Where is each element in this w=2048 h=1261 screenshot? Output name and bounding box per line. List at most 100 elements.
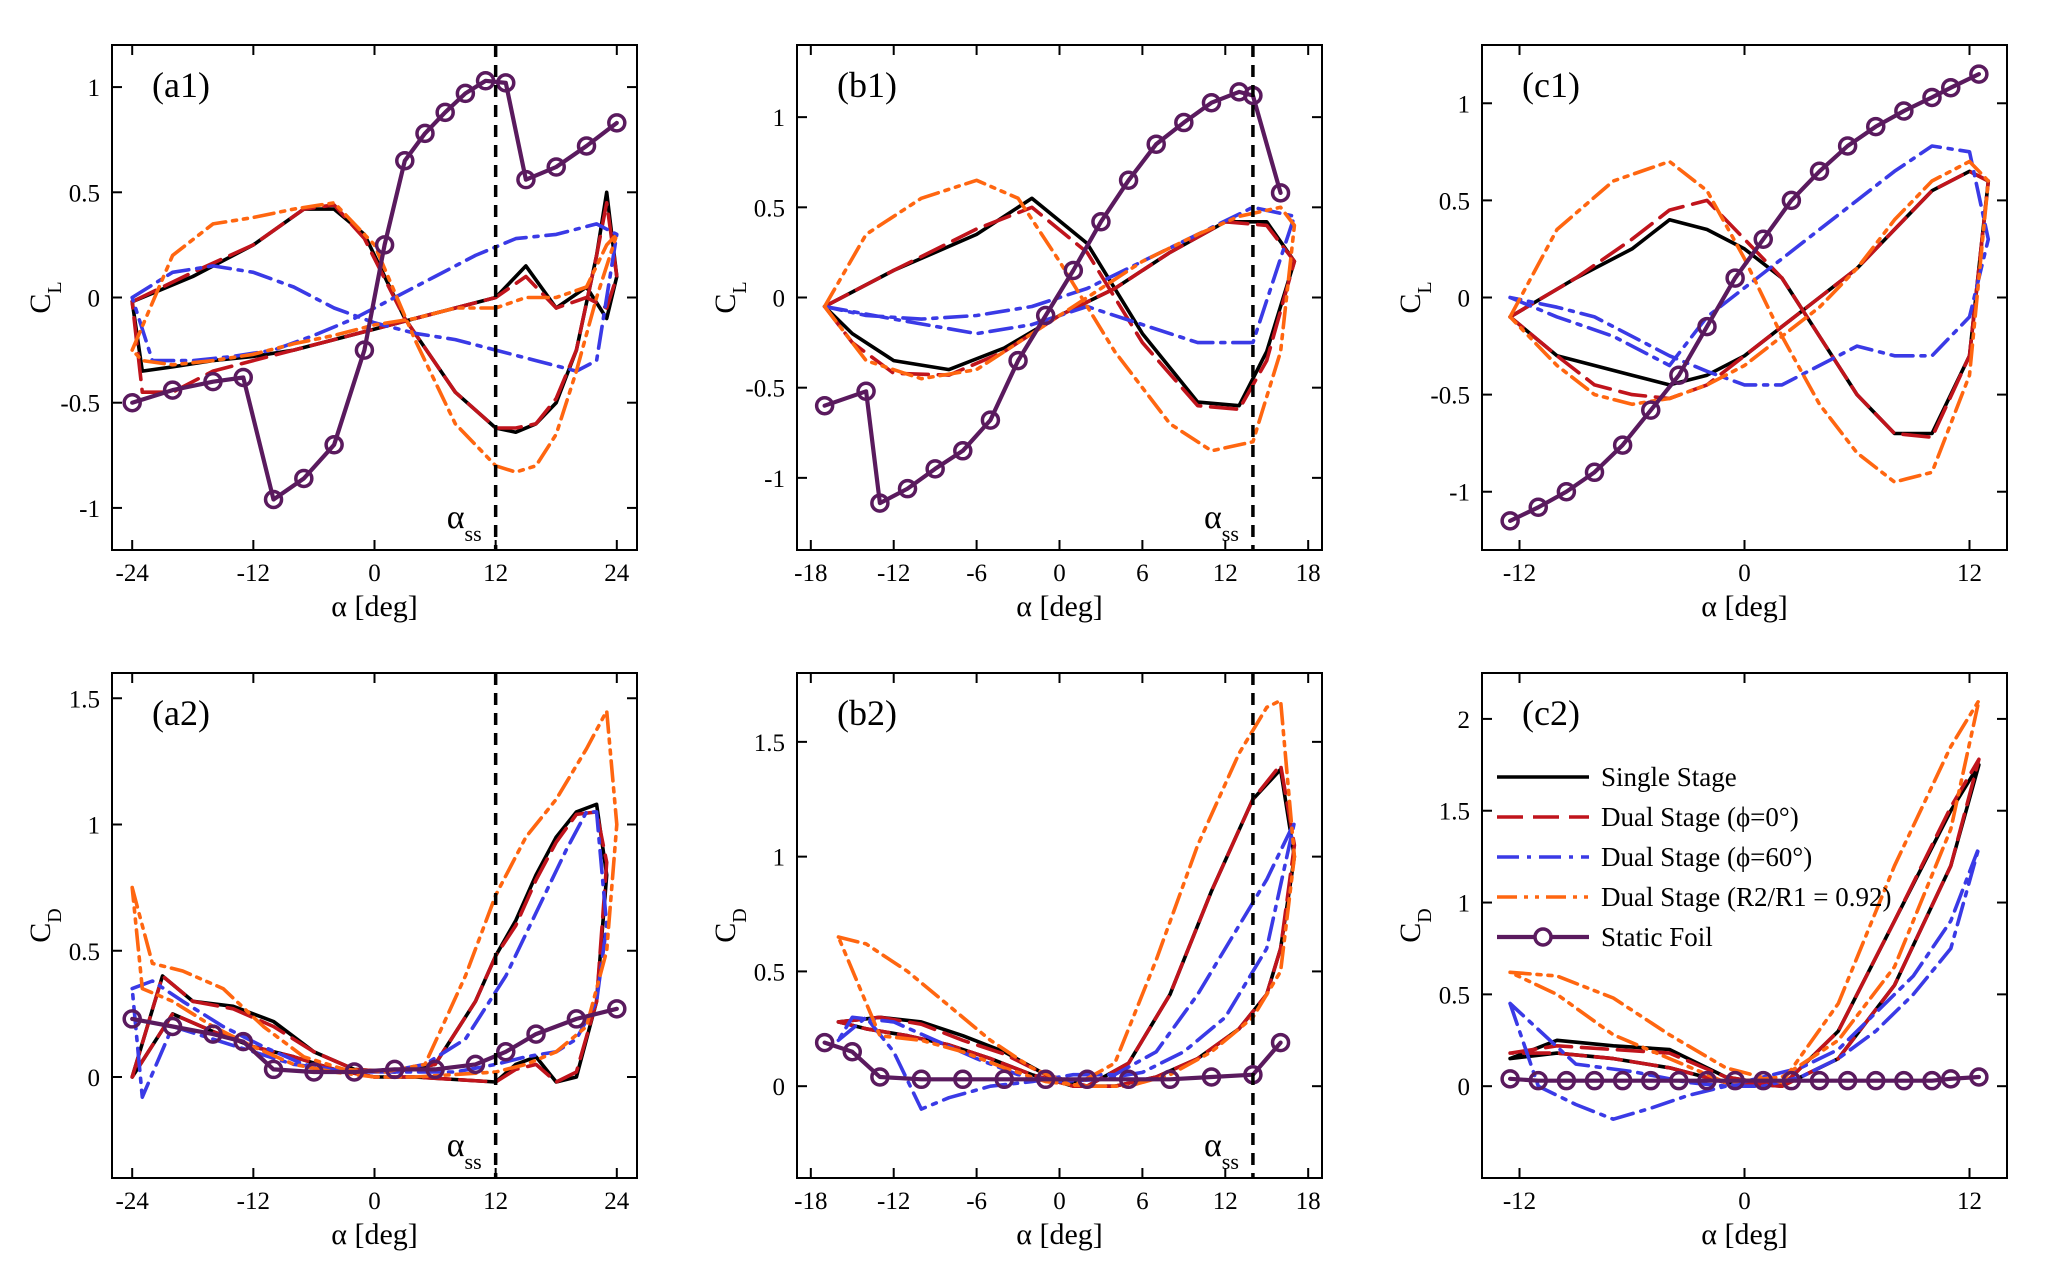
static-foil-point	[1077, 1069, 1097, 1090]
x-tick-label: -18	[794, 560, 827, 587]
static-foil-point	[925, 459, 945, 479]
x-axis-label: α [deg]	[1016, 590, 1103, 623]
stall-angle-label: αss	[1204, 499, 1239, 546]
x-tick-label: 6	[1136, 560, 1149, 587]
x-tick-label: 0	[368, 560, 381, 587]
x-tick-label: 12	[483, 1188, 508, 1215]
x-tick-label: 0	[1738, 560, 1751, 587]
series-line-dual-stage-0	[130, 201, 619, 430]
x-axis-label: α [deg]	[331, 1218, 418, 1251]
x-tick-label: -18	[794, 1188, 827, 1215]
static-foil-point	[294, 468, 314, 489]
y-tick-label: -1	[1449, 480, 1470, 507]
static-foil-point	[1669, 365, 1689, 385]
static-foil-point	[953, 441, 973, 461]
static-foil-point	[1556, 1070, 1577, 1091]
legend-label: Dual Stage (R2/R1 = 0.92)	[1601, 882, 1891, 912]
static-foil-point	[1584, 1070, 1605, 1091]
panel-label: (b2)	[837, 693, 897, 733]
static-foil-point	[374, 235, 395, 255]
y-tick-label: 1.5	[1439, 799, 1470, 826]
static-foil-point	[1500, 1069, 1520, 1089]
static-foil-point	[1528, 1070, 1548, 1091]
static-foil-point	[1160, 1069, 1180, 1090]
x-tick-label: -12	[237, 560, 270, 587]
static-foil-point	[1725, 1070, 1745, 1091]
series-line-dual-stage-r2-r1-0-92	[1508, 159, 1991, 484]
static-foil-point	[1697, 1070, 1717, 1091]
y-tick-label: 1	[773, 105, 786, 132]
panel-label: (a1)	[152, 65, 210, 105]
x-tick-label: 0	[1053, 560, 1066, 587]
x-tick-label: 24	[604, 560, 630, 587]
y-tick-label: -1	[764, 466, 785, 493]
static-foil-point	[842, 1042, 863, 1062]
series-line-dual-stage-60	[822, 205, 1297, 345]
static-foil-point	[1894, 101, 1914, 121]
static-foil-point	[1146, 134, 1166, 154]
axes-frame	[111, 672, 638, 1179]
static-foil-point	[203, 1024, 223, 1044]
static-foil-point	[1837, 1070, 1858, 1091]
series-line-static-foil	[130, 78, 619, 502]
x-tick-label: -12	[237, 1188, 270, 1215]
y-tick-label: 0	[773, 286, 786, 313]
stall-angle-label: αss	[447, 1127, 482, 1174]
x-tick-label: 12	[483, 560, 508, 587]
static-foil-point	[1866, 116, 1886, 137]
static-foil-point	[607, 999, 627, 1019]
static-foil-point	[496, 73, 516, 93]
static-foil-point	[415, 123, 435, 144]
static-foil-point	[856, 381, 876, 402]
static-foil-point	[354, 340, 375, 360]
series-line-dual-stage-60	[1508, 144, 1991, 387]
panel-a2: αss -24 -12 0 12 24 0 0.5 1 1.5 α [deg] CD (a2)	[24, 672, 638, 1251]
static-foil-point	[1941, 77, 1961, 98]
legend-label: Single Stage	[1601, 762, 1737, 792]
static-foil-point	[1174, 112, 1194, 133]
static-foil-point	[162, 1016, 183, 1037]
x-tick-label: 12	[1213, 560, 1238, 587]
series-line-single-stage	[130, 190, 619, 435]
static-foil-point	[870, 493, 890, 513]
static-foil-point	[344, 1062, 365, 1082]
panel-b2: αss -18 -12 -6 0 6 12 18 0 0.5 1 1.5 α [deg] CD (b2)	[709, 672, 1323, 1251]
x-axis-label: α [deg]	[331, 590, 418, 623]
axes-frame	[1481, 672, 2008, 1179]
series-group-c1	[1500, 64, 1991, 531]
static-foil-point	[516, 169, 536, 190]
static-foil-point	[1969, 1067, 1989, 1087]
panel-label: (c2)	[1522, 693, 1580, 733]
static-foil-point	[1584, 462, 1605, 483]
x-tick-label: -6	[966, 560, 987, 587]
static-foil-point	[1063, 260, 1084, 281]
panel-a1: αss -24 -12 0 12 24 -1 -0.5 0 0.5 1 α [deg] CL (a1)	[24, 44, 638, 623]
y-tick-label: 1	[773, 845, 786, 872]
static-foil-point	[233, 367, 253, 388]
y-axis-label: CL	[709, 281, 751, 313]
static-foil-point	[576, 136, 597, 156]
y-axis-label: CD	[709, 908, 751, 942]
static-foil-point	[1500, 511, 1520, 531]
static-foil-point	[1556, 481, 1577, 502]
static-foil-point	[496, 1042, 516, 1062]
static-foil-point	[1118, 1069, 1139, 1090]
x-tick-label: 12	[1957, 1188, 1982, 1215]
y-tick-label: 1	[1458, 891, 1471, 918]
static-foil-point	[1697, 316, 1717, 337]
static-foil-point	[1837, 136, 1858, 156]
series-line-static-foil	[822, 89, 1283, 506]
static-foil-point	[1091, 212, 1111, 232]
series-line-static-foil	[130, 1006, 619, 1075]
static-foil-point	[1969, 64, 1989, 84]
static-foil-point	[1035, 1069, 1056, 1090]
static-foil-point	[203, 371, 223, 392]
static-foil-point	[911, 1069, 932, 1090]
static-foil-point	[263, 489, 284, 510]
series-line-single-stage	[822, 196, 1297, 408]
x-tick-label: 0	[1053, 1188, 1066, 1215]
static-foil-point	[395, 150, 415, 171]
series-group-a2	[122, 709, 627, 1099]
static-foil-point	[1941, 1069, 1961, 1089]
series-line-dual-stage-r2-r1-0-92	[836, 698, 1297, 1088]
